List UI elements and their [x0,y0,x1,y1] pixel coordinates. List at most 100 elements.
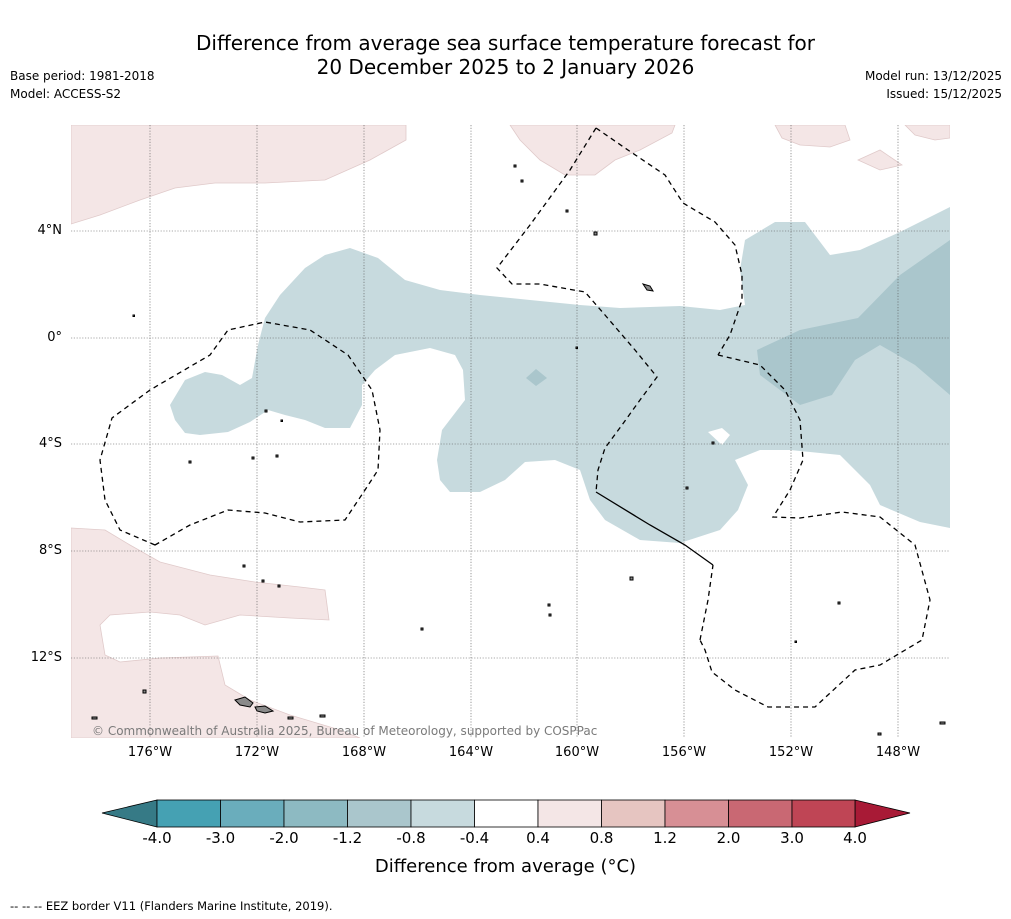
map-gridlines [71,125,950,738]
island-dot-12 [685,486,689,490]
island-dot-19 [142,689,147,694]
colorbar-tick: 0.4 [526,829,550,847]
lon-label: 164°W [448,745,494,760]
lon-label: 172°W [234,745,280,760]
colorbar-tick: -0.8 [396,829,426,847]
island-dot-3 [565,209,569,213]
island-dot-22 [277,584,281,588]
cool-anomaly-patch-small [526,369,547,386]
eez-borders [99,127,931,708]
colorbar-tick: 0.8 [589,829,614,847]
map-title: Difference from average sea surface temp… [0,31,1011,79]
colorbar-tick: 4.0 [843,829,867,847]
lon-label: 168°W [341,745,387,760]
island-dot-23 [91,716,98,720]
model-name: Model: ACCESS-S2 [10,87,122,101]
model-run: Model run: 13/12/2025 [864,69,1002,83]
colorbar-segment [791,799,856,828]
base-period: Base period: 1981-2018 [10,69,155,83]
colorbar-tick: -4.0 [142,829,172,847]
eez-border-west [99,321,381,546]
island-kiritimati [641,283,654,292]
colorbar-tick: -3.0 [205,829,236,847]
island-dot-14 [547,603,551,607]
colorbar-tick: -1.2 [332,829,363,847]
colorbar-tick: 1.2 [653,829,677,847]
island-dot-27 [939,721,946,725]
island-dot-6 [188,460,192,464]
colorbar-segment [220,799,285,828]
island-dot-24 [287,716,294,720]
island-dot-2 [520,179,524,183]
island-dot-20 [242,564,246,568]
island-dot-15 [548,613,552,617]
warm-anomaly-region-northwest [71,125,407,225]
island-dot-26 [877,732,882,736]
island-dot-4 [513,164,517,168]
colorbar-tick: 3.0 [780,829,804,847]
warm-anomaly-region-southwest [71,527,361,738]
lon-label: 148°W [875,745,921,760]
colorbar-tick: -2.0 [269,829,299,847]
lat-label: 0° [47,330,62,345]
island-dot-7 [251,456,255,460]
eez-legend-note: -- -- -- EEZ border V11 (Flanders Marine… [10,899,333,913]
lat-label: 8°S [38,543,62,558]
colorbar-tick: 2.0 [716,829,741,847]
meta-right: Model run: 13/12/2025 Issued: 15/12/2025 [865,67,1002,103]
island-upolu [254,705,275,714]
issued-date: Issued: 15/12/2025 [886,87,1002,101]
lon-label: 156°W [661,745,707,760]
island-dot-16 [420,627,424,631]
copyright-credit: © Commonwealth of Australia 2025, Bureau… [92,724,598,738]
colorbar-segment [537,799,602,828]
maritime-boundary-solid [595,491,714,566]
island-dot-25 [319,714,326,718]
colorbar-segment [474,799,539,828]
colorbar-tick: -0.4 [459,829,490,847]
island-dot-8 [275,454,279,458]
island-dot-11 [711,441,715,445]
warm-anomaly-region-north-central [509,125,676,176]
island-dot-17 [837,601,841,605]
colorbar [101,799,911,828]
colorbar-segment [347,799,412,828]
island-dot-28 [132,314,135,317]
warm-anomaly-region-northeast-2 [857,149,903,171]
island-dot-1 [593,231,598,236]
colorbar-segment [156,799,221,828]
eez-border-south-link [699,564,714,641]
lon-label: 152°W [768,745,814,760]
lon-label: 160°W [554,745,600,760]
colorbar-segment [601,799,666,828]
lat-label: 12°S [30,650,62,665]
island-dot-13 [629,576,634,581]
lat-label: 4°N [37,223,63,238]
eez-border-east [699,354,931,708]
island-dot-5 [264,409,268,413]
warm-anomaly-region-northeast-1 [774,125,851,148]
neutral-gap [708,428,730,445]
map-title-line1: Difference from average sea surface temp… [195,31,815,55]
islands [91,164,946,736]
cool-anomaly-region [170,207,950,543]
colorbar-segment [664,799,729,828]
colorbar-under-arrow [101,799,158,828]
colorbar-segment [728,799,793,828]
island-savaii [234,696,254,708]
colorbar-segment [283,799,348,828]
island-dot-18 [794,640,797,643]
warm-anomaly-region-northeast-3 [904,125,950,141]
map-title-line2: 20 December 2025 to 2 January 2026 [316,55,695,79]
colorbar-over-arrow [854,799,911,828]
lon-label: 176°W [127,745,173,760]
island-dot-21 [261,579,265,583]
eez-border-north-west-arm [496,127,658,493]
island-dot-9 [280,419,283,422]
colorbar-segment [410,799,475,828]
meta-left: Base period: 1981-2018 Model: ACCESS-S2 [10,67,155,103]
lat-label: 4°S [38,436,62,451]
island-dot-10 [575,346,578,349]
cool-anomaly-core-east [757,240,950,405]
